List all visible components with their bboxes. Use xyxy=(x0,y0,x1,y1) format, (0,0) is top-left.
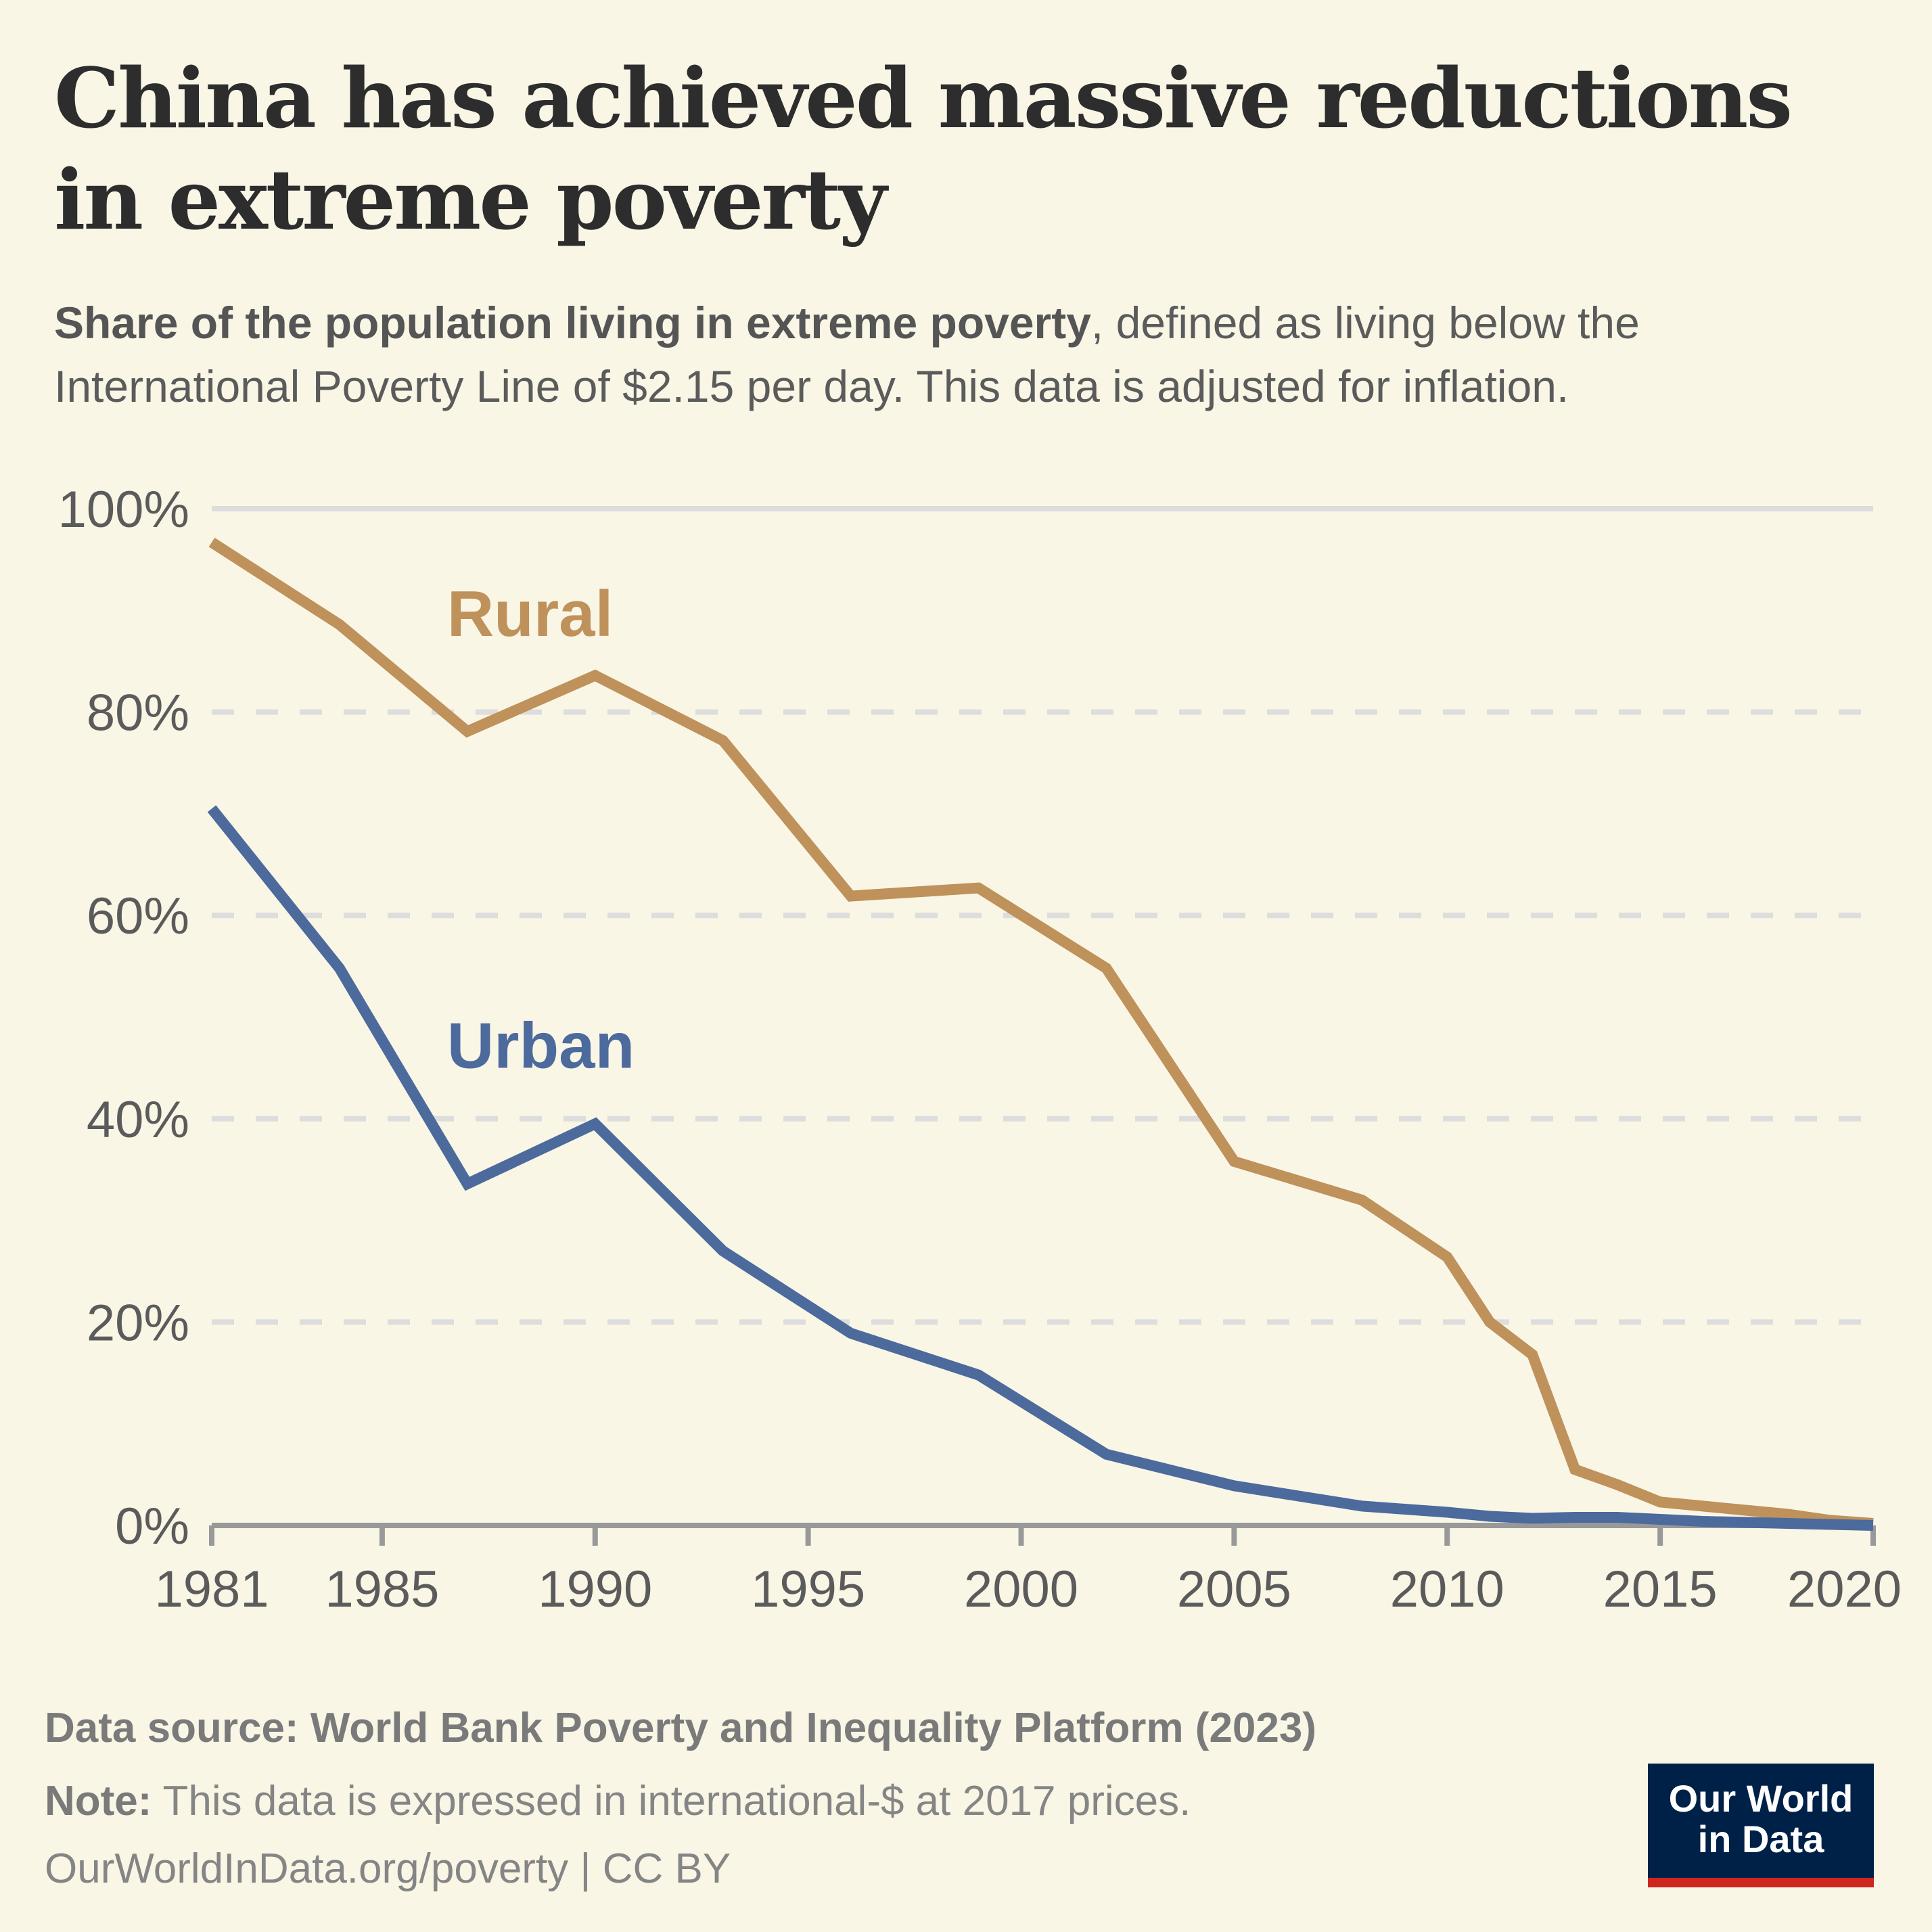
subtitle-bold: Share of the population living in extrem… xyxy=(54,298,1091,348)
x-tick-label: 2015 xyxy=(1603,1561,1718,1618)
data-source-text: Data source: World Bank Poverty and Ineq… xyxy=(45,1705,1317,1751)
y-tick-label: 20% xyxy=(87,1294,189,1352)
y-tick-label: 80% xyxy=(87,685,189,742)
logo-line1: Our World xyxy=(1668,1777,1854,1820)
owid-logo[interactable]: Our World in Data xyxy=(1648,1764,1874,1887)
x-tick-label: 1995 xyxy=(751,1561,865,1618)
subtitle-rest: , defined as living below the Internatio… xyxy=(54,298,1640,411)
series-label-urban: Urban xyxy=(447,1010,635,1082)
note-text: This data is expressed in international-… xyxy=(152,1778,1191,1824)
line-chart: 0% 20% 40% 60% 80% 100% 1981 1985 1990 1995 2000 20… xyxy=(58,481,1902,1618)
series-line-rural xyxy=(208,537,1874,1529)
y-tick-label: 60% xyxy=(87,888,189,945)
x-tick-label: 1985 xyxy=(325,1561,439,1618)
note: Note: This data is expressed in internat… xyxy=(45,1771,1191,1832)
y-tick-label: 100% xyxy=(58,481,189,538)
x-tick-label: 2010 xyxy=(1390,1561,1504,1618)
source-link[interactable]: OurWorldInData.org/poverty | CC BY xyxy=(45,1845,731,1892)
chart-subtitle: Share of the population living in extrem… xyxy=(54,291,1881,418)
y-tick-label: 40% xyxy=(87,1091,189,1149)
x-tick-label: 1990 xyxy=(538,1561,652,1618)
series-label-rural: Rural xyxy=(447,578,613,650)
logo-bar xyxy=(1648,1878,1874,1887)
logo-line2: in Data xyxy=(1697,1818,1824,1860)
x-tick-label: 2000 xyxy=(964,1561,1078,1618)
x-tick-label: 1981 xyxy=(154,1561,269,1618)
x-tick-label: 2005 xyxy=(1177,1561,1291,1618)
data-source: Data source: World Bank Poverty and Ineq… xyxy=(45,1698,1316,1759)
chart-title: China has achieved massive reductions in… xyxy=(54,49,1793,248)
y-tick-label: 0% xyxy=(115,1498,189,1555)
x-tick-label: 2020 xyxy=(1787,1561,1902,1618)
series-line-urban xyxy=(207,805,1874,1531)
note-label: Note: xyxy=(45,1778,152,1824)
logo-text: Our World in Data xyxy=(1648,1778,1874,1860)
